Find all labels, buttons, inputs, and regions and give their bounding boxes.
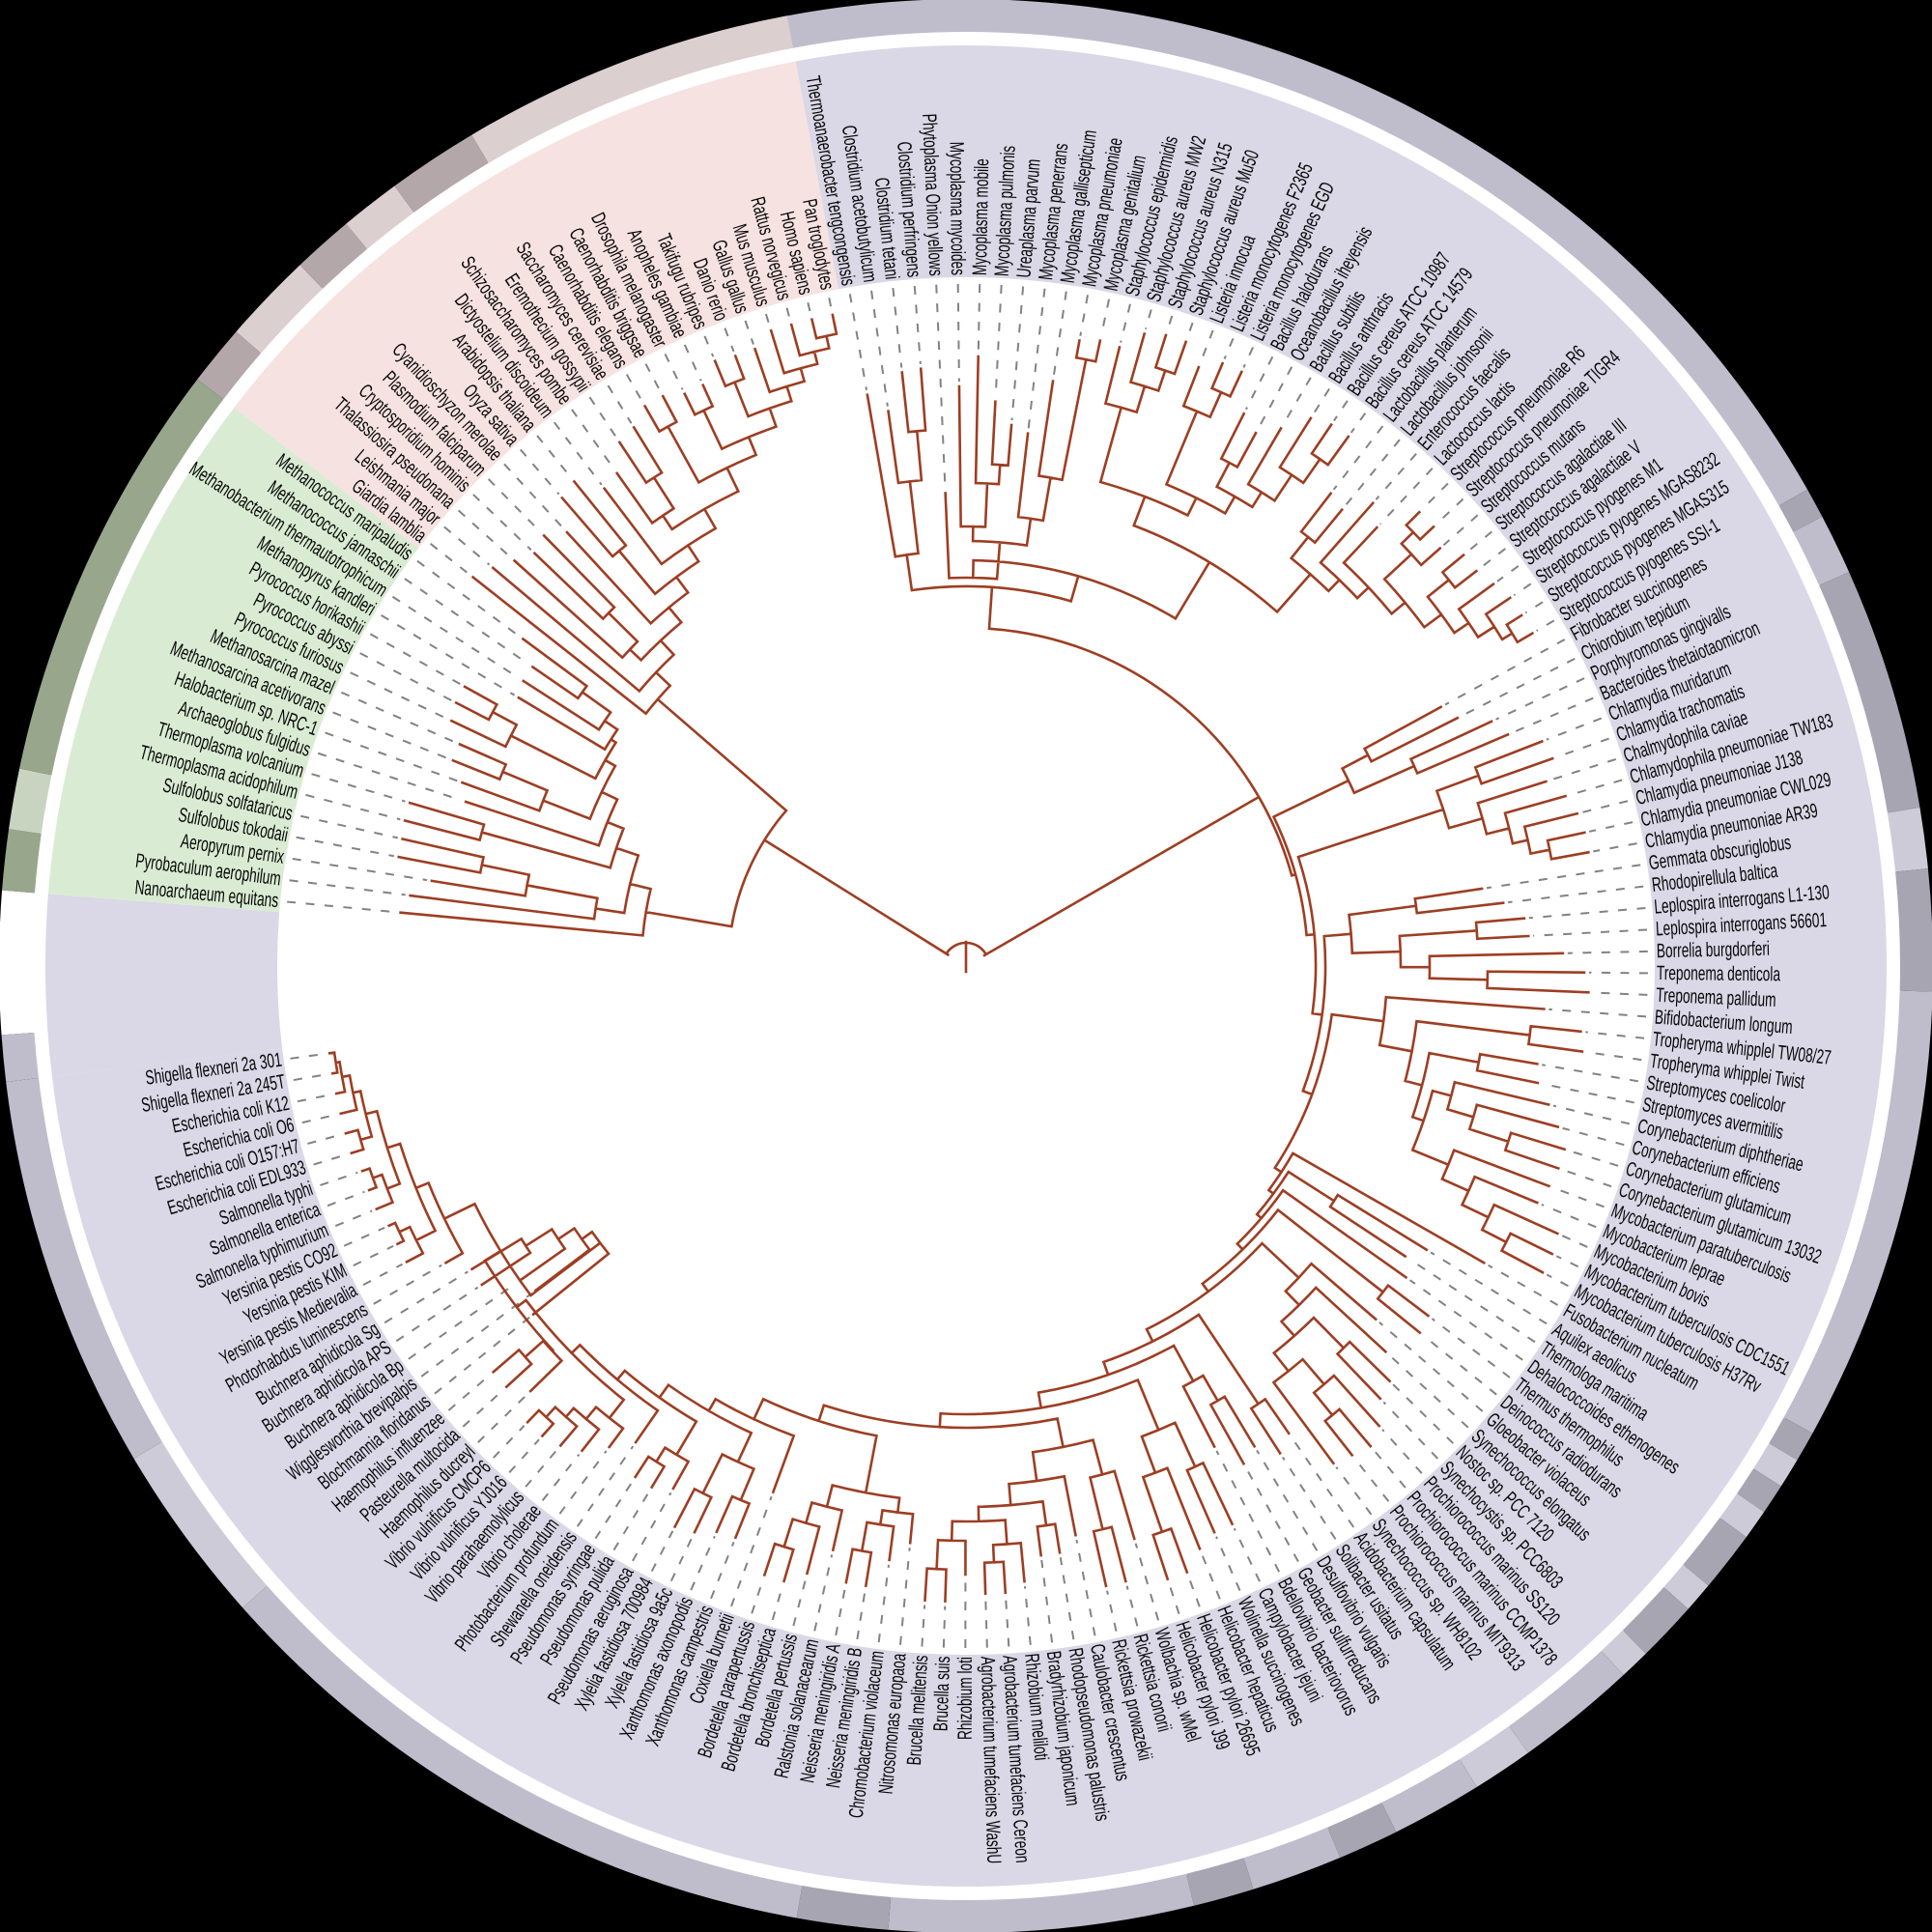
svg-text:Borrelia burgdorferi: Borrelia burgdorferi — [1657, 938, 1771, 962]
svg-text:Treponema denticola: Treponema denticola — [1657, 962, 1781, 985]
svg-text:Treponema pallidum: Treponema pallidum — [1656, 984, 1776, 1011]
svg-text:Brucella suis: Brucella suis — [930, 1656, 955, 1731]
svg-text:Mycoplasma mobile: Mycoplasma mobile — [969, 158, 993, 275]
svg-text:Rhizobium loti: Rhizobium loti — [954, 1657, 977, 1740]
svg-text:Mycoplasma mycoides: Mycoplasma mycoides — [945, 141, 969, 275]
